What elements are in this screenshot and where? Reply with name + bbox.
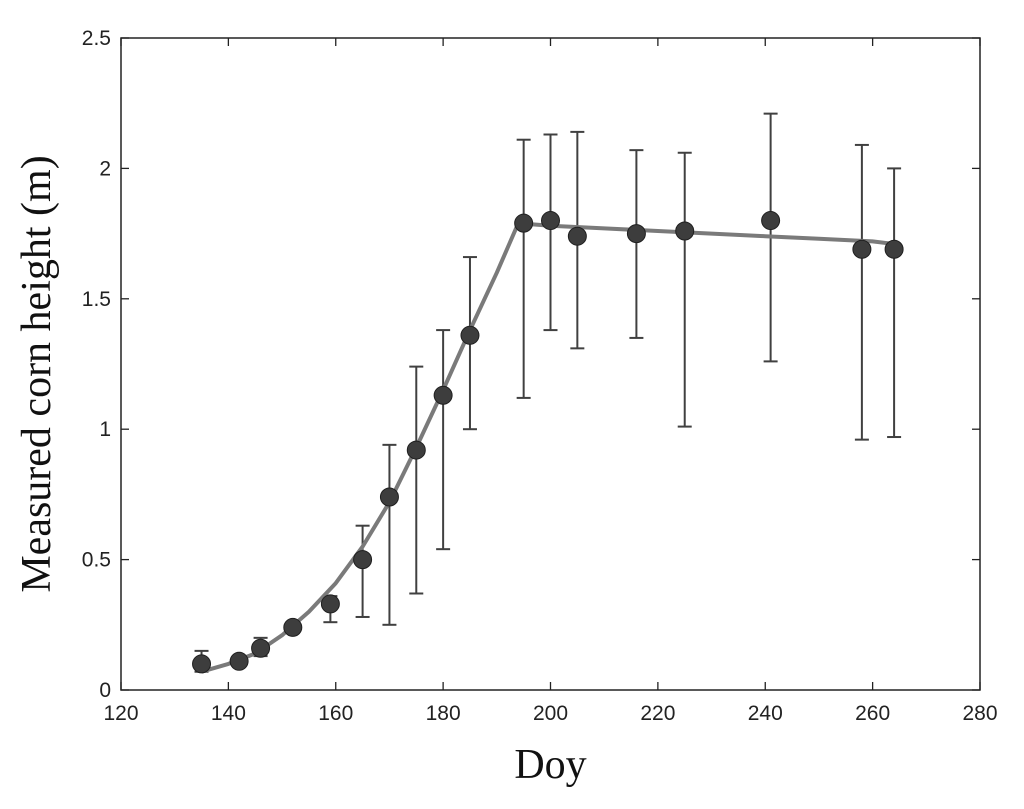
y-tick-label: 2.5: [82, 27, 111, 50]
data-point: [354, 551, 372, 569]
x-tick-label: 200: [533, 702, 568, 725]
y-tick-label: 0: [99, 679, 111, 702]
y-tick-label: 2: [99, 157, 111, 180]
x-tick-label: 180: [426, 702, 461, 725]
x-tick-label: 160: [318, 702, 353, 725]
data-point: [461, 326, 479, 344]
data-point: [762, 212, 780, 230]
x-axis-title: Doy: [514, 742, 586, 788]
data-point: [515, 214, 533, 232]
x-tick-label: 240: [748, 702, 783, 725]
x-tick-label: 260: [855, 702, 890, 725]
data-point: [252, 639, 270, 657]
data-point: [407, 441, 425, 459]
x-tick-label: 120: [103, 702, 138, 725]
data-point: [568, 227, 586, 245]
y-axis-title: Measured corn height (m): [14, 155, 60, 592]
x-tick-label: 140: [211, 702, 246, 725]
data-point: [676, 222, 694, 240]
x-tick-label: 220: [640, 702, 675, 725]
data-point: [542, 212, 560, 230]
data-point: [627, 225, 645, 243]
data-point: [230, 652, 248, 670]
data-point: [853, 240, 871, 258]
data-point: [284, 618, 302, 636]
y-tick-label: 1.5: [82, 288, 111, 311]
data-point: [885, 240, 903, 258]
data-point: [380, 488, 398, 506]
x-tick-label: 280: [962, 702, 997, 725]
y-tick-label: 1: [99, 418, 111, 441]
data-point: [434, 386, 452, 404]
data-point: [193, 655, 211, 673]
y-tick-label: 0.5: [82, 549, 111, 572]
data-point: [321, 595, 339, 613]
